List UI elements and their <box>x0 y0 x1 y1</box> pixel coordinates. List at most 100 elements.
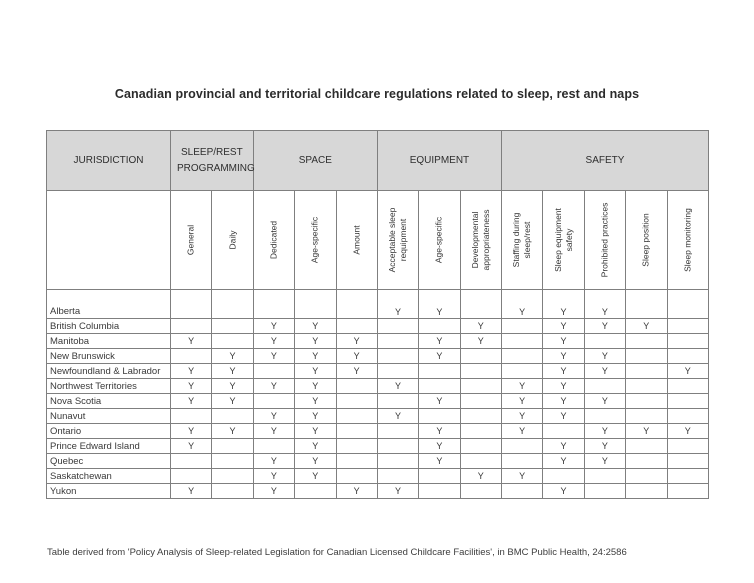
value-cell <box>376 363 420 379</box>
value-cell <box>418 408 461 424</box>
value-cell <box>169 468 213 484</box>
value-cell: Y <box>376 289 420 319</box>
value-cell <box>625 348 668 364</box>
value-cell <box>666 378 709 394</box>
column-header-daily: Daily <box>211 190 254 290</box>
value-cell <box>500 453 544 469</box>
value-cell: Y <box>666 423 709 439</box>
value-cell <box>625 378 668 394</box>
value-cell <box>418 363 461 379</box>
value-cell: Y <box>583 453 627 469</box>
value-cell <box>625 468 668 484</box>
value-cell <box>666 348 709 364</box>
value-cell: Y <box>169 393 213 409</box>
value-cell <box>335 318 378 334</box>
value-cell: Y <box>625 318 668 334</box>
jurisdiction-cell: Northwest Territories <box>46 378 171 394</box>
value-cell: Y <box>542 408 585 424</box>
column-header-age-specific-space: Age-specific <box>294 190 337 290</box>
value-cell: Y <box>211 363 254 379</box>
column-header-developmental-appropriateness: Developmental appropriateness <box>459 190 503 290</box>
value-cell: Y <box>418 333 461 349</box>
value-cell: Y <box>169 423 213 439</box>
table-body: Alberta Y Y Y Y Y British Columbia Y Y Y Y Y Y Manito… <box>46 289 709 499</box>
value-cell <box>335 289 378 319</box>
value-cell <box>666 289 709 319</box>
value-cell: Y <box>500 468 544 484</box>
value-cell <box>418 318 461 334</box>
value-cell <box>666 408 709 424</box>
header-group-safety: SAFETY <box>501 130 709 191</box>
value-cell <box>459 408 503 424</box>
value-cell <box>583 378 627 394</box>
table-row: Nunavut Y Y Y Y Y <box>46 408 709 424</box>
value-cell <box>294 289 337 319</box>
value-cell <box>500 438 544 454</box>
value-cell <box>252 289 296 319</box>
value-cell <box>376 453 420 469</box>
value-cell: Y <box>294 468 337 484</box>
value-cell <box>211 408 254 424</box>
value-cell <box>252 363 296 379</box>
value-cell <box>335 393 378 409</box>
value-cell <box>418 378 461 394</box>
column-header-age-specific-equipment: Age-specific <box>418 190 461 290</box>
value-cell: Y <box>252 483 296 499</box>
value-cell <box>625 393 668 409</box>
value-cell <box>376 318 420 334</box>
table-row: Ontario Y Y Y Y Y Y Y Y Y <box>46 423 709 439</box>
value-cell: Y <box>294 378 337 394</box>
table-row: Manitoba Y Y Y Y Y Y Y <box>46 333 709 349</box>
value-cell <box>625 438 668 454</box>
page-title: Canadian provincial and territorial chil… <box>114 87 640 101</box>
value-cell <box>625 363 668 379</box>
column-header-sleep-monitoring: Sleep monitoring <box>666 190 709 290</box>
value-cell: Y <box>542 438 585 454</box>
table-row: Northwest Territories Y Y Y Y Y Y Y <box>46 378 709 394</box>
value-cell <box>376 438 420 454</box>
value-cell: Y <box>583 438 627 454</box>
value-cell <box>666 453 709 469</box>
table-row: British Columbia Y Y Y Y Y Y <box>46 318 709 334</box>
value-cell: Y <box>542 378 585 394</box>
header-group-space: SPACE <box>252 130 378 191</box>
value-cell <box>418 468 461 484</box>
value-cell: Y <box>294 453 337 469</box>
jurisdiction-cell: Prince Edward Island <box>46 438 171 454</box>
value-cell <box>500 318 544 334</box>
column-header-dedicated: Dedicated <box>252 190 296 290</box>
value-cell: Y <box>252 318 296 334</box>
value-cell <box>335 423 378 439</box>
value-cell: Y <box>294 318 337 334</box>
value-cell <box>211 468 254 484</box>
value-cell <box>500 483 544 499</box>
value-cell: Y <box>542 483 585 499</box>
value-cell: Y <box>335 483 378 499</box>
jurisdiction-cell: Alberta <box>46 289 171 319</box>
value-cell <box>335 453 378 469</box>
value-cell <box>625 289 668 319</box>
value-cell <box>376 348 420 364</box>
value-cell: Y <box>500 378 544 394</box>
value-cell: Y <box>252 348 296 364</box>
value-cell: Y <box>542 393 585 409</box>
value-cell: Y <box>500 289 544 319</box>
table-row: Alberta Y Y Y Y Y <box>46 289 709 319</box>
value-cell: Y <box>583 423 627 439</box>
value-cell: Y <box>211 423 254 439</box>
value-cell <box>169 348 213 364</box>
value-cell <box>666 333 709 349</box>
value-cell: Y <box>335 363 378 379</box>
value-cell: Y <box>169 378 213 394</box>
table-row: Nova Scotia Y Y Y Y Y Y Y <box>46 393 709 409</box>
value-cell: Y <box>625 423 668 439</box>
value-cell: Y <box>211 378 254 394</box>
value-cell: Y <box>335 333 378 349</box>
jurisdiction-cell: Newfoundland & Labrador <box>46 363 171 379</box>
value-cell <box>376 423 420 439</box>
value-cell: Y <box>252 453 296 469</box>
value-cell: Y <box>294 438 337 454</box>
value-cell: Y <box>459 468 503 484</box>
value-cell <box>252 393 296 409</box>
value-cell: Y <box>583 289 627 319</box>
